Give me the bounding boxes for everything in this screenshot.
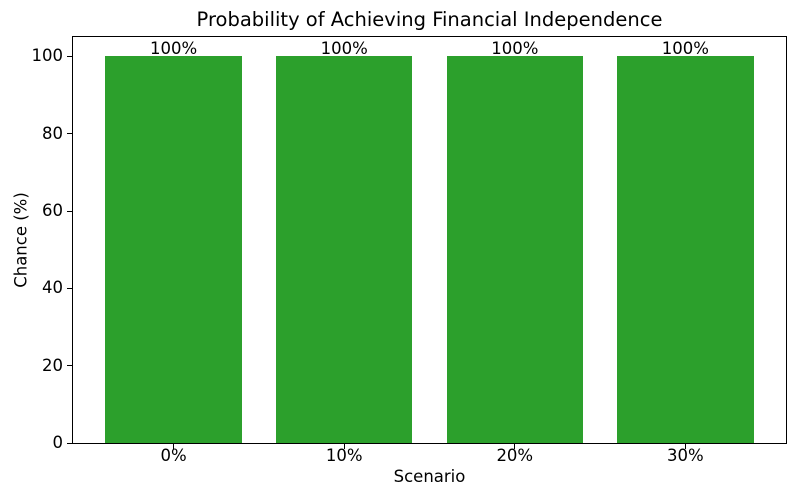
bar bbox=[275, 56, 413, 443]
y-tick-mark bbox=[67, 55, 72, 57]
y-tick-mark bbox=[67, 133, 72, 135]
plot-area: 0 20 40 60 80 100 100% 0% 100% 10% 100% 20% 100% 30% bbox=[32, 36, 787, 465]
chart-title: Probability of Achieving Financial Indep… bbox=[196, 8, 663, 31]
bar-value-label: 100% bbox=[491, 38, 539, 58]
bar-value-label: 100% bbox=[320, 38, 368, 58]
bar-value-label: 100% bbox=[150, 38, 198, 58]
x-tick-mark bbox=[684, 444, 686, 449]
x-axis-label: Scenario bbox=[393, 467, 466, 486]
x-tick-mark bbox=[514, 444, 516, 449]
y-tick-label: 40 bbox=[42, 278, 63, 298]
y-tick-label: 0 bbox=[52, 433, 64, 452]
y-tick-mark bbox=[67, 365, 72, 367]
y-tick-mark bbox=[67, 210, 72, 212]
x-tick-label: 30% bbox=[667, 446, 704, 465]
y-axis-label: Chance (%) bbox=[11, 192, 31, 288]
y-tick-label: 20 bbox=[42, 355, 63, 375]
y-tick-label: 100 bbox=[31, 46, 64, 66]
y-tick-label: 80 bbox=[42, 123, 63, 143]
x-tick-label: 20% bbox=[496, 446, 534, 465]
bar-value-label: 100% bbox=[661, 38, 709, 58]
y-tick-mark bbox=[67, 287, 72, 289]
y-tick-mark bbox=[67, 442, 72, 444]
bar bbox=[446, 56, 583, 443]
bar bbox=[617, 56, 754, 443]
y-tick-label: 60 bbox=[42, 201, 63, 220]
x-tick-mark bbox=[343, 444, 345, 449]
x-tick-label: 10% bbox=[325, 446, 363, 465]
bar bbox=[105, 56, 242, 443]
x-tick-label: 0% bbox=[160, 446, 187, 465]
x-tick-mark bbox=[173, 444, 175, 449]
